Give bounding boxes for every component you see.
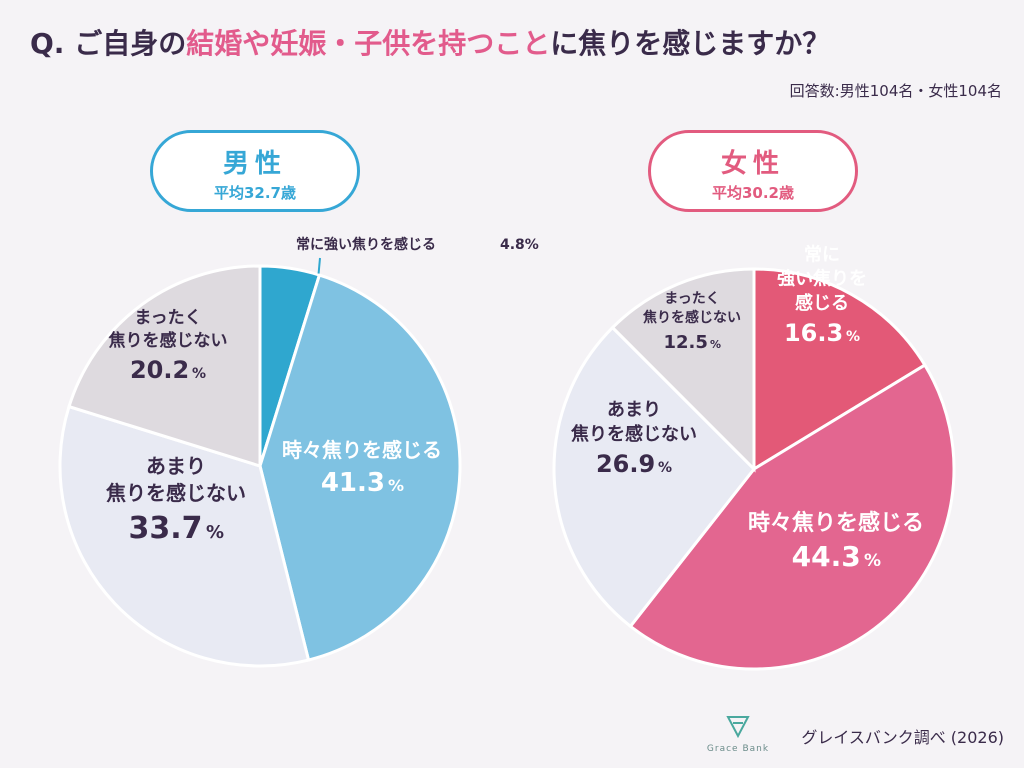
male-label-line: 焦りを感じない (108, 330, 228, 351)
female-header-pill: 女性 平均30.2歳 (648, 130, 858, 212)
female-slice-sometimes-anxiety (628, 362, 956, 671)
male-gender-label: 男性 (222, 149, 287, 179)
male-leader-line (317, 257, 321, 274)
female-label-value: 26.9 (596, 450, 655, 478)
female-label-unit: % (846, 329, 860, 345)
female-slice-strong-anxiety (752, 267, 927, 472)
female-label-unit: % (658, 460, 672, 476)
title-prefix: Q. ご自身の (30, 27, 187, 60)
female-gender-label: 女性 (720, 149, 785, 179)
male-label-strong-anxiety: 常に強い焦りを感じる 4.8% (296, 236, 539, 274)
female-slice-little-anxiety (552, 325, 757, 629)
male-label-unit: % (388, 476, 404, 495)
title-highlight: 結婚や妊娠・子供を持つこと (186, 27, 551, 60)
page-title: Q. ご自身の結婚や妊娠・子供を持つことに焦りを感じますか？ (30, 22, 830, 62)
respondent-count: 回答数:男性104名・女性104名 (789, 82, 1002, 100)
male-label-line: 時々焦りを感じる (282, 438, 442, 462)
male-label-value: 20.2 (130, 356, 189, 384)
female-label-strong-anxiety: 常に強い焦りを感じる 16.3% (777, 243, 867, 347)
female-label-line: 時々焦りを感じる (748, 510, 924, 536)
female-average-age: 平均30.2歳 (711, 184, 794, 202)
male-slice-no-anxiety (67, 264, 262, 469)
female-label-line: 常に (804, 243, 840, 265)
male-label-unit: % (206, 522, 224, 543)
logo-text: Grace Bank (706, 744, 770, 754)
female-label-value: 12.5 (663, 332, 707, 353)
female-label-line: まったく (664, 291, 719, 307)
male-label-value: 41.3 (321, 468, 385, 498)
male-label-line: あまり (146, 454, 206, 478)
grace-bank-logo-icon (726, 716, 750, 739)
male-label-line: 焦りを感じない (106, 481, 246, 505)
male-label-sometimes-anxiety: 時々焦りを感じる 41.3% (282, 438, 442, 498)
male-slice-sometimes-anxiety (258, 273, 462, 662)
female-label-line: あまり (607, 400, 661, 421)
female-label-unit: % (710, 338, 721, 351)
male-slice-little-anxiety (58, 404, 311, 668)
male-label-value: 33.7 (128, 511, 202, 546)
female-label-line: 焦りを感じない (570, 423, 697, 445)
female-label-sometimes-anxiety: 時々焦りを感じる 44.3% (748, 510, 924, 573)
female-label-value: 44.3 (792, 540, 861, 573)
male-label-text: 常に強い焦りを感じる (296, 236, 436, 253)
male-average-age: 平均32.7歳 (213, 184, 296, 202)
female-label-line: 感じる (795, 292, 849, 314)
male-header-pill: 男性 平均32.7歳 (150, 130, 360, 212)
male-label-value: 4.8% (500, 237, 539, 253)
female-label-value: 16.3 (784, 319, 843, 347)
male-label-line: まったく (134, 308, 201, 328)
source-note: グレイスバンク調べ (2026) (801, 728, 1004, 747)
female-slice-no-anxiety (610, 267, 756, 473)
female-label-line: 強い焦りを (777, 268, 867, 290)
male-label-unit: % (192, 366, 206, 382)
grace-bank-logo: Grace Bank (706, 714, 770, 754)
title-suffix: に焦りを感じますか？ (550, 27, 831, 60)
female-label-line: 焦りを感じない (642, 309, 741, 326)
female-label-unit: % (864, 551, 881, 571)
